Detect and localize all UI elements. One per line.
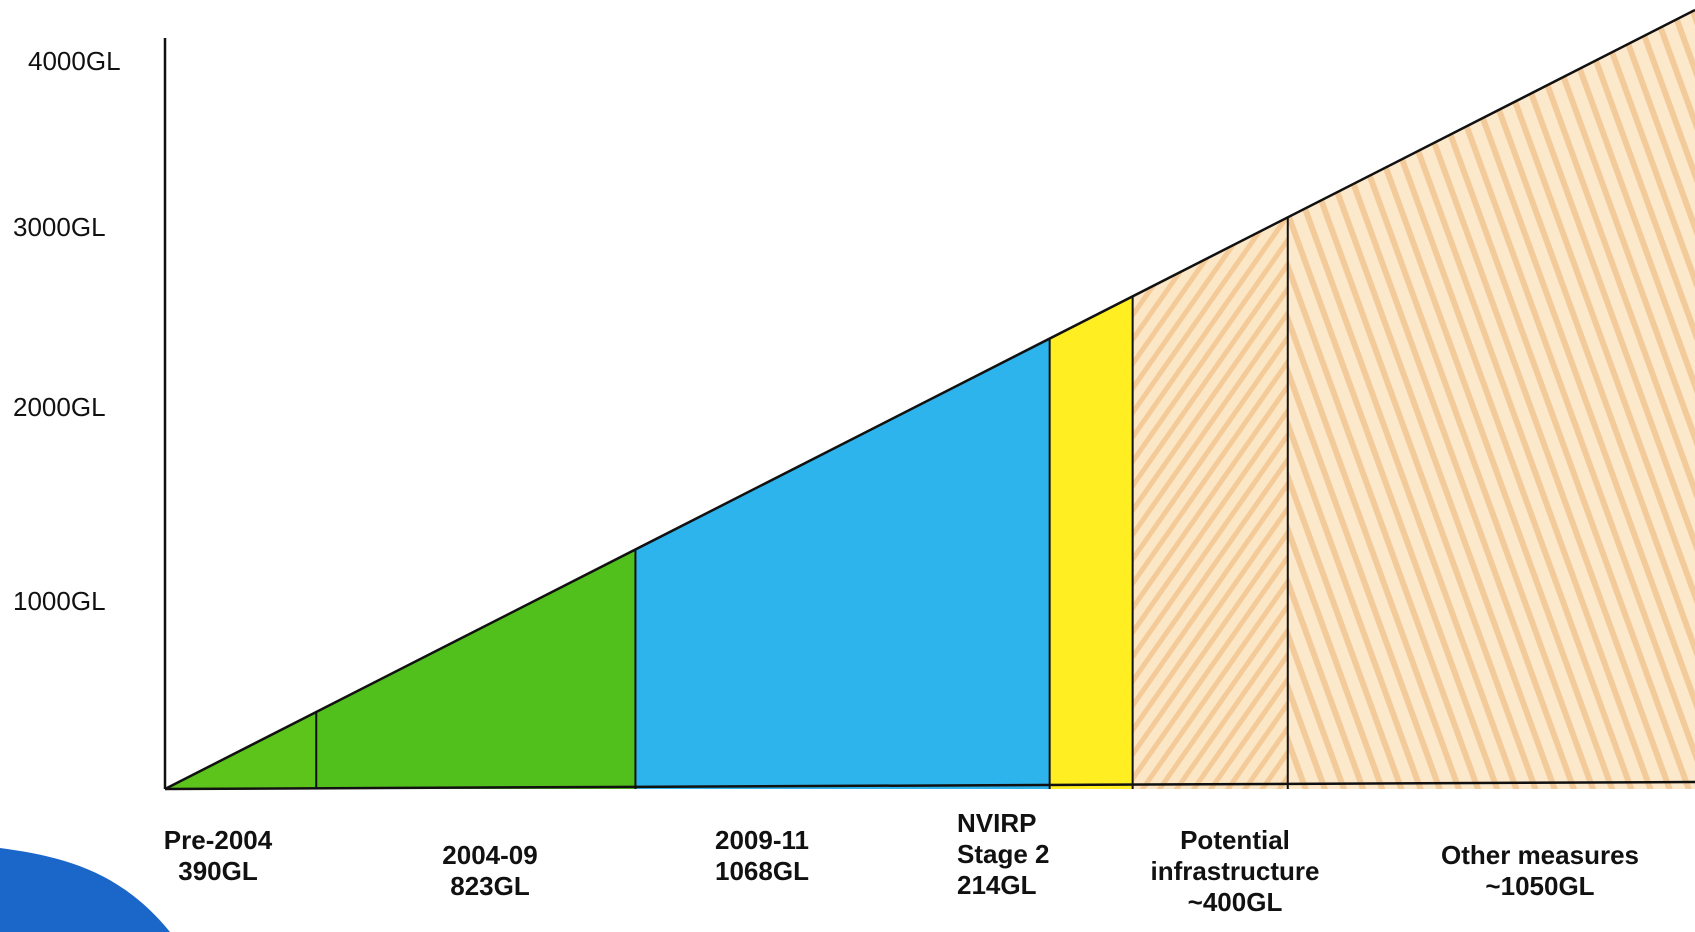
label-potential-infrastructure: Potential infrastructure ~400GL	[1150, 825, 1320, 917]
corner-swoosh-decoration	[0, 848, 170, 932]
y-tick-3000: 3000GL	[13, 212, 106, 242]
segment-3	[1049, 296, 1133, 789]
cumulative-line	[164, 8, 1695, 791]
y-tick-1000: 1000GL	[13, 586, 106, 616]
x-axis	[164, 780, 1695, 791]
label-other-measures: Other measures ~1050GL	[1441, 840, 1639, 901]
stacked-segments	[165, 10, 1695, 790]
label-nvirp-stage-2: NVIRP Stage 2 214GL	[957, 808, 1050, 900]
segment-2	[635, 338, 1050, 789]
y-tick-2000: 2000GL	[13, 392, 106, 422]
y-tick-4000: 4000GL	[28, 46, 121, 76]
segment-4	[1132, 217, 1288, 790]
segment-1	[316, 549, 636, 789]
label-2009-11: 2009-11 1068GL	[715, 825, 809, 886]
label-pre-2004: Pre-2004 390GL	[163, 825, 273, 886]
segment-dividers	[315, 217, 1289, 789]
segment-5	[1287, 10, 1695, 789]
label-2004-09: 2004-09 823GL	[442, 840, 538, 901]
